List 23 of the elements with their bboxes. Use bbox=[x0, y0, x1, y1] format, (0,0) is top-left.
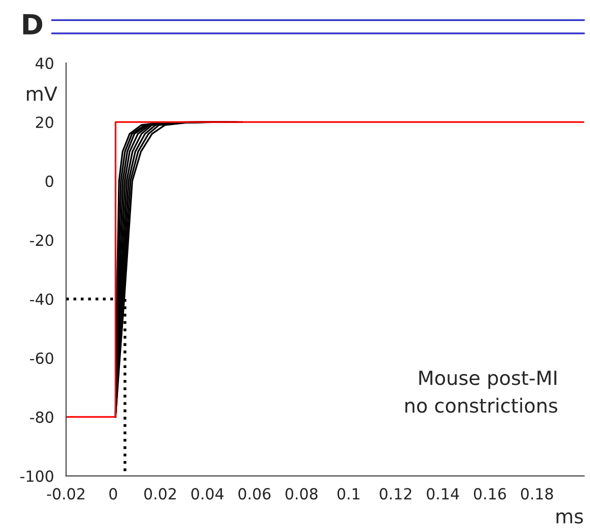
y-tick-label: -60 bbox=[30, 352, 54, 364]
y-tick-label: -100 bbox=[20, 470, 54, 482]
y-tick-label: 0 bbox=[46, 176, 54, 188]
x-tick-label: 0.18 bbox=[521, 488, 553, 500]
y-tick-label: -40 bbox=[30, 293, 54, 306]
x-tick-label: -0.02 bbox=[47, 488, 84, 500]
y-tick-label: 20 bbox=[36, 116, 54, 128]
y-tick-label: -80 bbox=[30, 411, 54, 423]
x-tick-label: 0.02 bbox=[144, 488, 176, 500]
x-tick-label: 0 bbox=[109, 488, 118, 500]
x-tick-label: 0.16 bbox=[474, 488, 506, 500]
x-tick-label: 0.1 bbox=[337, 488, 360, 500]
x-tick-label: 0.14 bbox=[426, 488, 459, 500]
y-tick-label: -20 bbox=[30, 234, 54, 246]
x-tick-label: 0.06 bbox=[238, 488, 270, 500]
y-axis-title: mV bbox=[26, 86, 58, 101]
annotation: Mouse post-MI no constrictions bbox=[405, 370, 558, 413]
chart-title: D bbox=[23, 14, 42, 34]
x-tick-label: 0.12 bbox=[380, 488, 412, 500]
x-axis-title: ms bbox=[556, 512, 583, 524]
x-tick-label: 0.08 bbox=[286, 488, 318, 500]
y-tick-label: 40 bbox=[36, 58, 54, 70]
x-tick-label: 0.04 bbox=[191, 488, 224, 500]
